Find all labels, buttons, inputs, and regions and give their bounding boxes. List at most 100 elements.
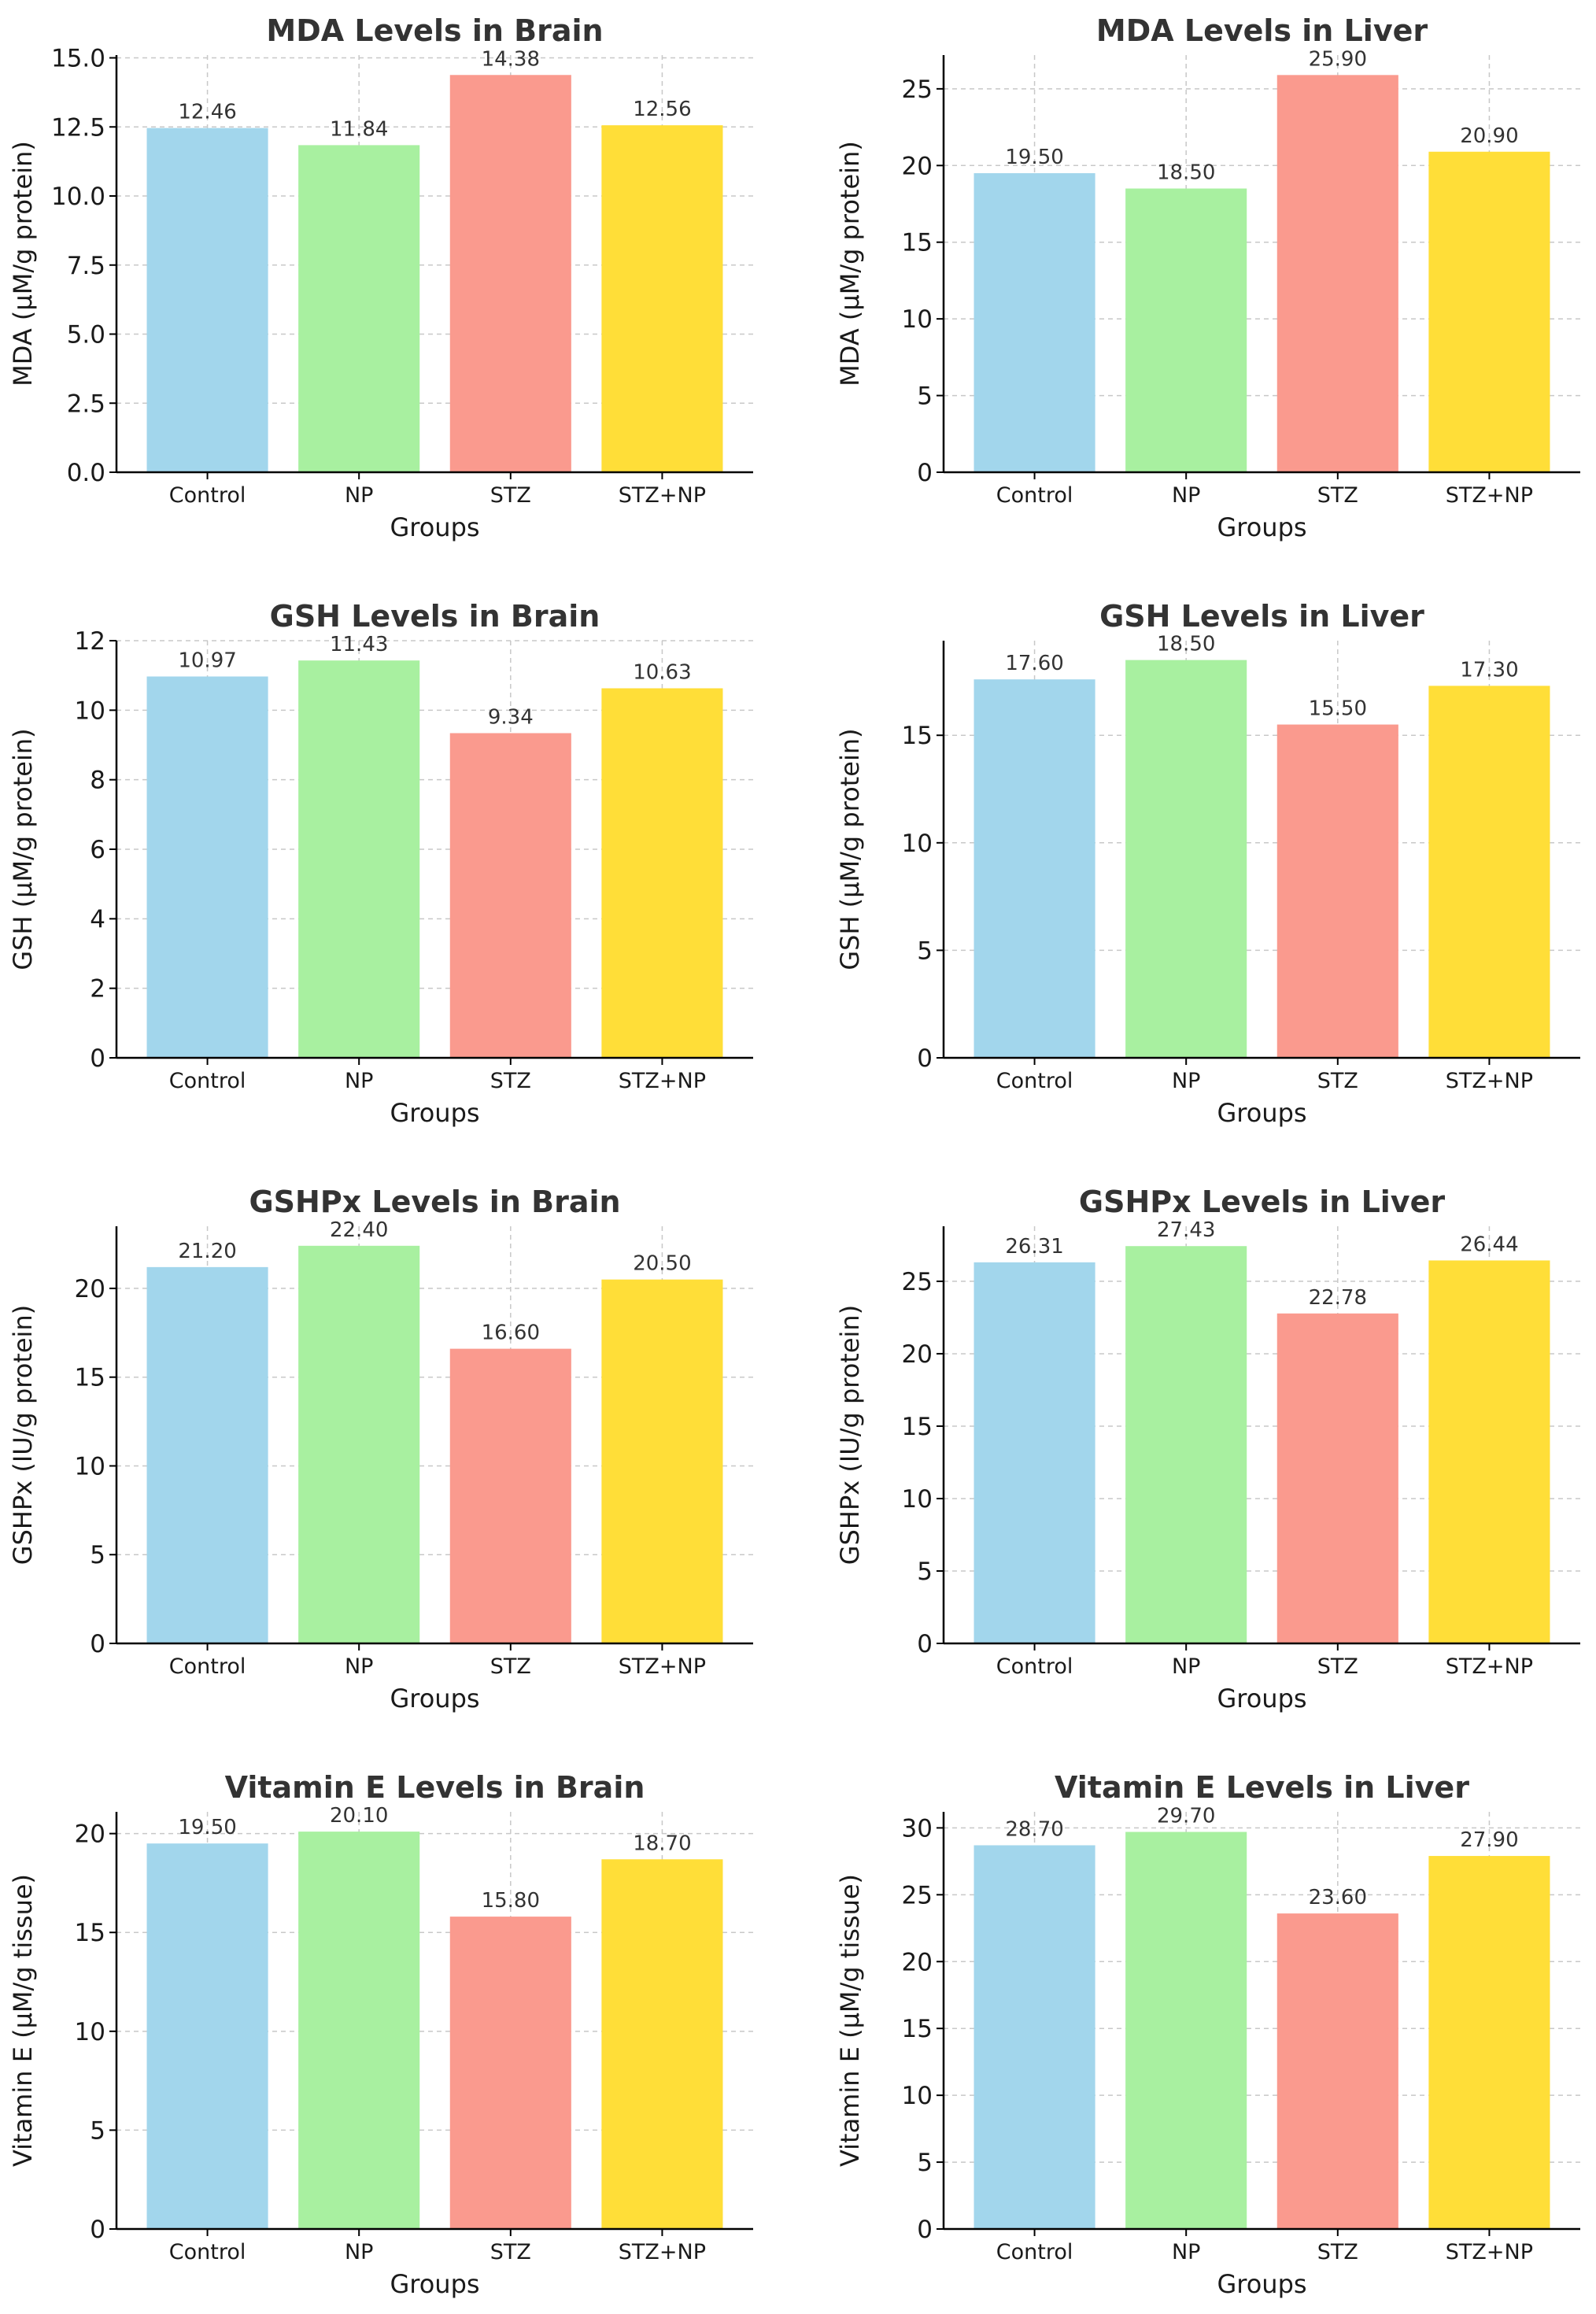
y-tick-label: 15.0 [51, 45, 105, 73]
y-tick-label: 0 [90, 1044, 105, 1073]
bar-control [973, 1262, 1095, 1643]
data-label: 15.80 [482, 1889, 540, 1913]
chart-title: GSH Levels in Liver [1099, 599, 1424, 634]
y-tick-label: 25 [902, 1881, 933, 1909]
y-tick-label: 20 [75, 1275, 105, 1303]
data-label: 19.50 [178, 1816, 236, 1839]
x-tick-label: NP [1172, 483, 1200, 508]
y-tick-label: 0 [917, 1044, 933, 1073]
y-tick-label: 5 [917, 937, 933, 965]
chart-panel-6: 26.31 27.43 22.78 26.44 0 5 10 15 20 25 Control NP S… [835, 1185, 1580, 1713]
x-axis-title: Groups [390, 512, 479, 542]
x-axis-title: Groups [1217, 2269, 1306, 2299]
x-tick-label: STZ+NP [1446, 2240, 1533, 2264]
data-label: 17.30 [1460, 658, 1518, 682]
data-label: 26.31 [1005, 1235, 1063, 1259]
y-tick-label: 10 [902, 305, 933, 334]
data-label: 28.70 [1005, 1817, 1063, 1841]
data-label: 22.78 [1309, 1286, 1367, 1310]
data-label: 27.43 [1157, 1218, 1215, 1242]
x-tick-label: STZ [490, 2240, 531, 2264]
data-label: 10.97 [178, 649, 236, 672]
data-label: 14.38 [482, 47, 540, 71]
y-axis-title: MDA (µM/g protein) [8, 141, 38, 386]
bar-np [1125, 1246, 1247, 1643]
bar-stz-np [1428, 151, 1550, 472]
y-tick-label: 15 [902, 722, 933, 750]
data-label: 12.56 [633, 98, 691, 121]
data-label: 11.84 [330, 117, 388, 141]
y-tick-label: 15 [902, 229, 933, 257]
y-axis-title: MDA (µM/g protein) [835, 141, 865, 386]
y-tick-label: 5 [917, 2149, 933, 2177]
data-label: 21.20 [178, 1240, 236, 1263]
x-tick-label: NP [345, 2240, 373, 2264]
x-tick-label: STZ [490, 1654, 531, 1679]
chart-panel-8: 28.70 29.70 23.60 27.90 0 5 10 15 20 25 30 Control N… [835, 1770, 1580, 2299]
data-label: 11.43 [330, 633, 388, 656]
bar-control [146, 1843, 268, 2229]
data-label: 22.40 [330, 1218, 388, 1242]
y-tick-label: 0.0 [67, 459, 105, 487]
x-tick-label: NP [1172, 1654, 1200, 1679]
y-tick-label: 25 [902, 1268, 933, 1296]
y-axis-title: Vitamin E (µM/g tissue) [835, 1874, 865, 2167]
y-axis-title: GSH (µM/g protein) [835, 728, 865, 970]
x-tick-label: STZ+NP [1446, 1069, 1533, 1093]
data-label: 27.90 [1460, 1828, 1518, 1852]
bar-control [973, 679, 1095, 1058]
bar-control [973, 1845, 1095, 2229]
y-tick-label: 0 [917, 1630, 933, 1658]
data-label: 12.46 [178, 101, 236, 124]
y-tick-label: 15 [75, 1364, 105, 1392]
y-tick-label: 2.5 [67, 390, 105, 418]
bar-stz [449, 733, 571, 1058]
x-tick-label: STZ+NP [619, 483, 706, 508]
y-tick-label: 5 [90, 1541, 105, 1569]
y-tick-label: 10 [75, 697, 105, 725]
bar-stz [1276, 75, 1398, 473]
chart-title: GSH Levels in Brain [270, 599, 600, 634]
y-axis-title: Vitamin E (µM/g tissue) [8, 1874, 38, 2167]
bar-control [146, 128, 268, 473]
x-tick-label: NP [345, 483, 373, 508]
bar-stz-np [601, 125, 723, 472]
chart-panel-7: 19.50 20.10 15.80 18.70 0 5 10 15 20 Control NP STZ… [8, 1770, 753, 2299]
x-tick-label: STZ+NP [619, 1654, 706, 1679]
x-axis-title: Groups [390, 2269, 479, 2299]
y-tick-label: 12.5 [51, 113, 105, 142]
y-tick-label: 10 [75, 2018, 105, 2046]
y-tick-label: 20 [902, 1948, 933, 1976]
data-label: 26.44 [1460, 1233, 1518, 1256]
data-label: 19.50 [1005, 146, 1063, 169]
chart-title: Vitamin E Levels in Brain [225, 1770, 645, 1805]
y-tick-label: 8 [90, 767, 105, 795]
x-tick-label: NP [345, 1069, 373, 1093]
x-axis-title: Groups [390, 1098, 479, 1128]
data-label: 15.50 [1309, 697, 1367, 721]
bar-stz [1276, 1913, 1398, 2229]
x-tick-label: Control [996, 2240, 1073, 2264]
x-tick-label: NP [1172, 1069, 1200, 1093]
chart-panel-1: 12.46 11.84 14.38 12.56 0.0 2.5 5.0 7.5 10.0 12.5… [8, 13, 753, 542]
x-tick-label: STZ [490, 483, 531, 508]
x-tick-label: STZ+NP [1446, 1654, 1533, 1679]
data-label: 23.60 [1309, 1886, 1367, 1909]
x-tick-label: STZ [1317, 1654, 1358, 1679]
bar-stz [1276, 1313, 1398, 1643]
data-label: 20.90 [1460, 124, 1518, 148]
y-tick-label: 5 [917, 1558, 933, 1586]
x-tick-label: Control [996, 1654, 1073, 1679]
chart-title: Vitamin E Levels in Liver [1055, 1770, 1469, 1805]
x-tick-label: Control [169, 2240, 246, 2264]
x-axis-title: Groups [1217, 512, 1306, 542]
y-tick-label: 10 [902, 830, 933, 858]
x-tick-label: STZ [1317, 1069, 1358, 1093]
data-label: 18.50 [1157, 161, 1215, 185]
data-label: 20.10 [330, 1804, 388, 1828]
chart-title: MDA Levels in Liver [1096, 13, 1428, 48]
chart-title: MDA Levels in Brain [266, 13, 603, 48]
bar-np [298, 145, 420, 473]
data-label: 18.70 [633, 1832, 691, 1855]
